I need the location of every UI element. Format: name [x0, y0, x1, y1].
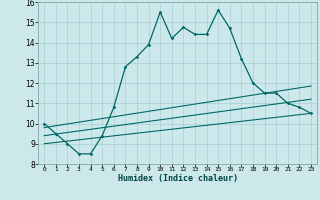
X-axis label: Humidex (Indice chaleur): Humidex (Indice chaleur) [118, 174, 238, 183]
